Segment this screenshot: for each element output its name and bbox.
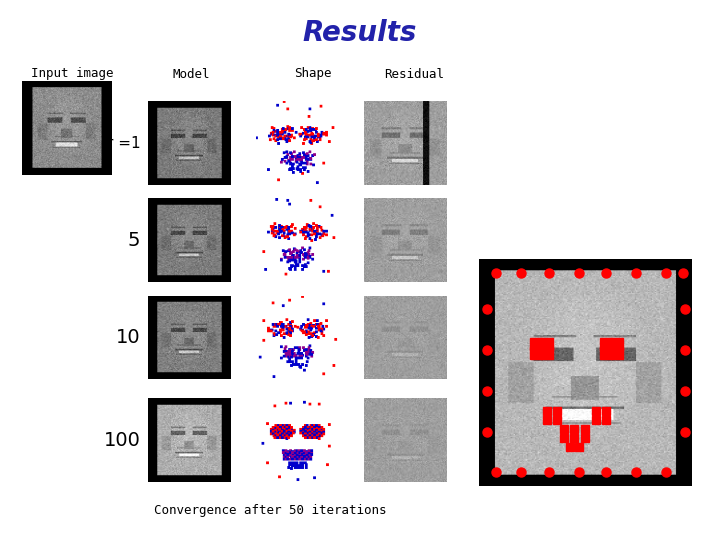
Text: 10: 10 (116, 328, 140, 347)
Text: Convergence after 50 iterations: Convergence after 50 iterations (154, 504, 386, 517)
Text: Residual: Residual (384, 68, 444, 80)
Text: Model: Model (172, 68, 210, 80)
Text: Iter =1: Iter =1 (87, 136, 140, 151)
Text: Input image: Input image (31, 68, 113, 80)
Text: 100: 100 (104, 430, 140, 450)
Text: Results: Results (303, 19, 417, 47)
Text: 5: 5 (128, 231, 140, 250)
Text: Shape: Shape (294, 68, 332, 80)
